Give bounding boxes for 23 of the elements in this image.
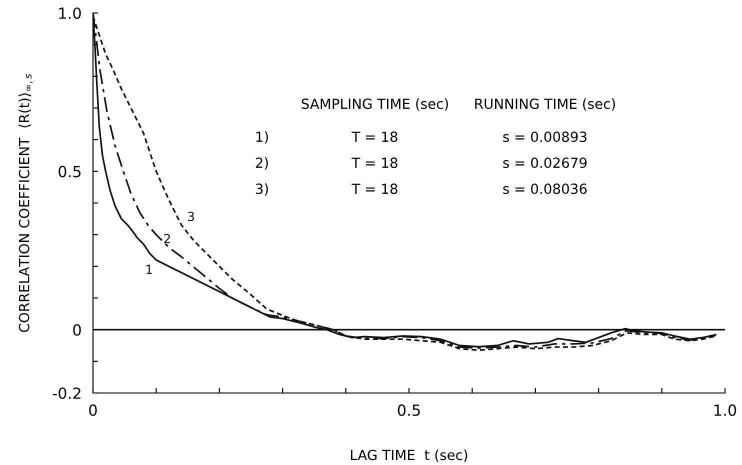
annotation: s = 0.00893 [503,132,586,142]
y-tick-label: 1.0 [59,7,81,20]
annotation: 2) [256,157,268,170]
annotation: T = 18 [352,158,398,168]
x-tick-label: 0 [89,404,97,416]
annotation: 1) [256,131,268,144]
annotation: 3) [256,183,268,196]
series-label: 3 [188,212,194,222]
y-tick-label: 0 [73,324,81,336]
annotation: RUNNING TIME (sec) [475,98,615,111]
y-tick-label: 0.5 [58,166,81,178]
x-axis-title: LAG TIME t (sec) [350,449,468,462]
annotation: s = 0.02679 [503,158,587,168]
x-tick-label: 1.0 [714,404,736,416]
series-label: 1 [146,264,152,274]
series-label: 2 [164,234,170,244]
y-tick-label: -0.2 [52,387,80,400]
y-axis-title: CORRELATION COEFFICIENT ⟨R(t)⟩$_{∞,s}$ [18,74,33,332]
annotation: T = 18 [352,132,398,142]
annotation: s = 0.08036 [503,184,587,194]
annotation: T = 18 [352,184,398,194]
annotation: SAMPLING TIME (sec) [302,98,448,111]
x-tick-label: 0.5 [398,404,420,416]
